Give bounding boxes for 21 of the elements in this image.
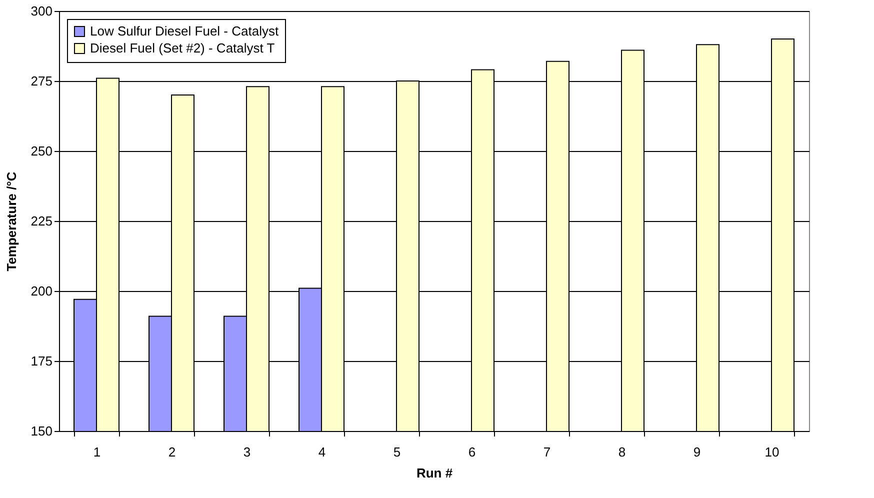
x-tick-label: 3 xyxy=(243,444,251,460)
x-tick-label: 6 xyxy=(468,444,476,460)
x-tick-label: 10 xyxy=(764,444,780,460)
legend-label: Low Sulfur Diesel Fuel - Catalyst xyxy=(90,24,279,38)
x-axis-title: Run # xyxy=(416,466,454,480)
y-tick-label: 250 xyxy=(30,144,52,158)
x-tick-label: 1 xyxy=(93,444,101,460)
x-tick-label: 7 xyxy=(543,444,551,460)
x-tick-label: 5 xyxy=(393,444,401,460)
y-tick-label: 300 xyxy=(30,4,52,18)
legend-label: Diesel Fuel (Set #2) - Catalyst T xyxy=(90,40,275,56)
y-tick-label: 200 xyxy=(30,284,52,298)
x-tick-label: 4 xyxy=(318,444,326,460)
y-axis-title: Temperature /°C xyxy=(4,171,19,272)
y-tick-label: 275 xyxy=(30,74,52,88)
x-tick-label: 2 xyxy=(168,444,176,460)
x-tick-label: 8 xyxy=(618,444,626,460)
x-tick-label: 9 xyxy=(693,444,701,460)
y-tick-label: 175 xyxy=(30,354,52,368)
y-tick-label: 150 xyxy=(30,424,52,438)
y-tick-label: 225 xyxy=(30,214,52,228)
